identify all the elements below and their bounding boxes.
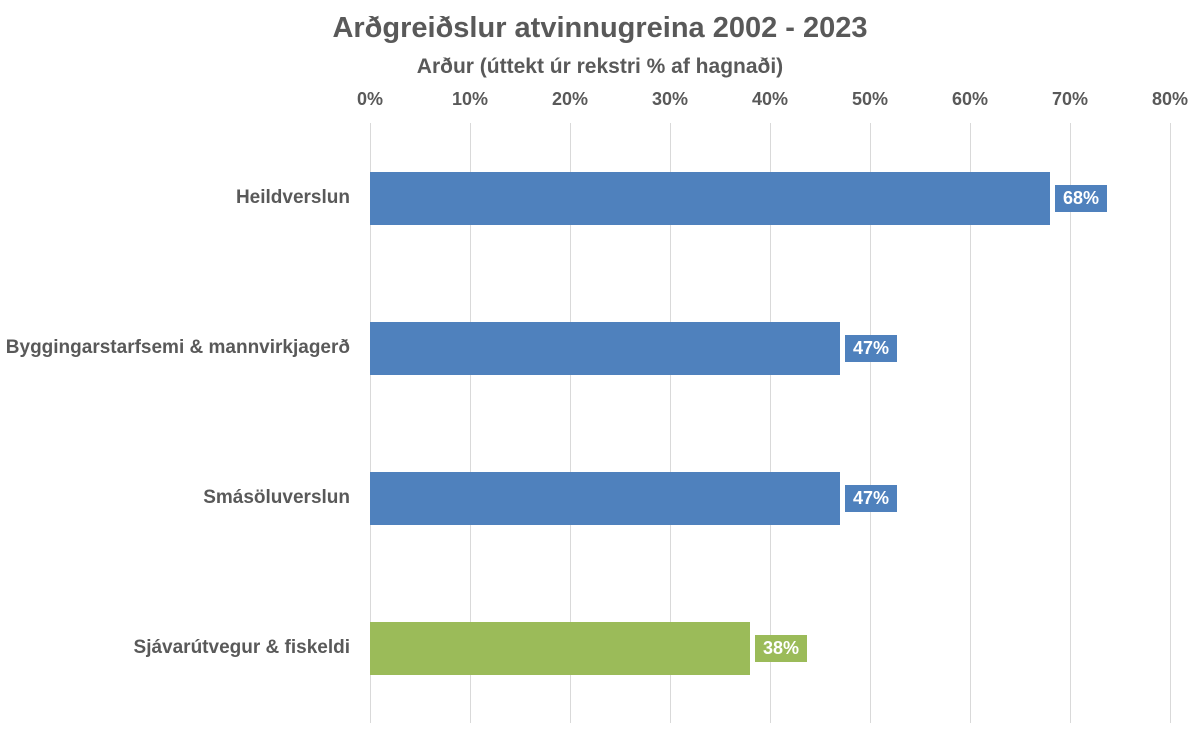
x-axis: 0% 10% 20% 30% 40% 50% 60% 70% 80% [357, 89, 1188, 113]
bar-value-label: 38% [755, 634, 808, 662]
x-tick-label: 10% [451, 89, 489, 109]
bar [370, 471, 840, 525]
plot-area [370, 123, 1171, 723]
gridline [870, 123, 871, 723]
bar [370, 621, 750, 675]
bar-row: Byggingarstarfsemi & mannvirkjagerð 47% [0, 273, 1200, 423]
category-label: Sjávarútvegur & fiskeldi [133, 637, 350, 659]
gridline [370, 123, 371, 723]
bar-value-label: 68% [1055, 184, 1108, 212]
x-tick-label: 80% [1151, 89, 1189, 109]
x-tick-label: 0% [356, 89, 383, 109]
bar [370, 321, 840, 375]
chart-subtitle: Arður (úttekt úr rekstri % af hagnaði) [416, 55, 784, 78]
x-tick-label: 70% [1051, 89, 1089, 109]
gridline [470, 123, 471, 723]
gridline [670, 123, 671, 723]
gridline [770, 123, 771, 723]
category-label: Byggingarstarfsemi & mannvirkjagerð [5, 337, 350, 359]
bar [370, 171, 1050, 225]
bar-row: Smásöluverslun 47% [0, 423, 1200, 573]
gridline [1170, 123, 1171, 723]
bar-row: Heildverslun 68% [0, 123, 1200, 273]
x-tick-label: 40% [751, 89, 789, 109]
category-label: Heildverslun [235, 187, 350, 209]
bar-value-label: 47% [845, 334, 898, 362]
x-tick-label: 30% [651, 89, 689, 109]
gridline [1070, 123, 1071, 723]
x-tick-label: 60% [951, 89, 989, 109]
gridline [570, 123, 571, 723]
bar-value-label: 47% [845, 484, 898, 512]
category-label: Smásöluverslun [203, 487, 350, 509]
gridline [970, 123, 971, 723]
bar-row: Sjávarútvegur & fiskeldi 38% [0, 573, 1200, 723]
chart-title: Arðgreiðslur atvinnugreina 2002 - 2023 [332, 12, 868, 44]
x-tick-label: 20% [551, 89, 589, 109]
x-tick-label: 50% [851, 89, 889, 109]
